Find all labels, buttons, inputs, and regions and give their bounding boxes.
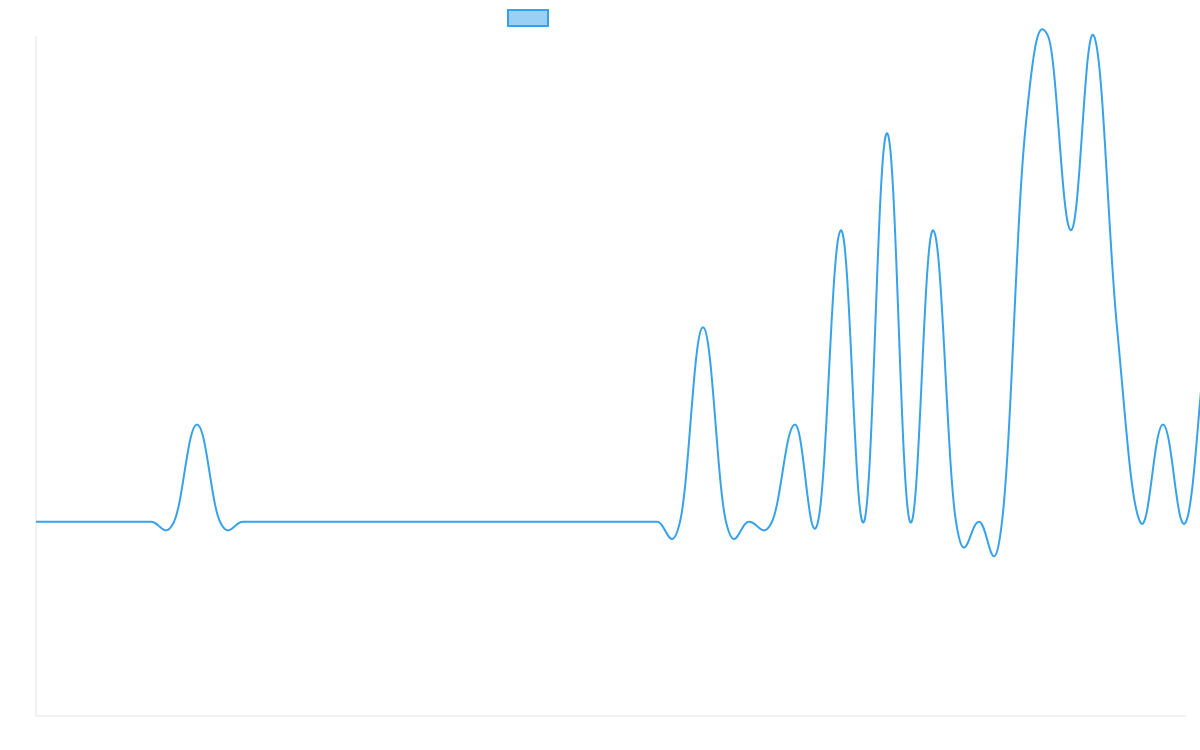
data-point[interactable] (1160, 422, 1166, 428)
data-point[interactable] (861, 519, 867, 525)
data-point[interactable] (493, 519, 499, 525)
data-point[interactable] (1068, 227, 1074, 233)
data-point[interactable] (1137, 519, 1143, 525)
data-point[interactable] (286, 519, 292, 525)
data-point[interactable] (470, 519, 476, 525)
data-point[interactable] (907, 519, 913, 525)
data-point[interactable] (999, 519, 1005, 525)
legend-swatch[interactable] (507, 9, 549, 27)
data-point[interactable] (79, 519, 85, 525)
data-point[interactable] (378, 519, 384, 525)
data-point[interactable] (125, 519, 131, 525)
data-point[interactable] (631, 519, 637, 525)
data-point[interactable] (263, 519, 269, 525)
data-point[interactable] (332, 519, 338, 525)
series-line-0 (35, 28, 1200, 558)
data-point[interactable] (654, 519, 660, 525)
data-point[interactable] (976, 519, 982, 525)
data-point[interactable] (194, 422, 200, 428)
data-point[interactable] (539, 519, 545, 525)
data-point[interactable] (1183, 519, 1189, 525)
data-point[interactable] (240, 519, 246, 525)
data-point[interactable] (401, 519, 407, 525)
data-point[interactable] (102, 519, 108, 525)
data-point[interactable] (1045, 33, 1051, 39)
data-point[interactable] (217, 519, 223, 525)
data-point[interactable] (447, 519, 453, 525)
data-point[interactable] (838, 227, 844, 233)
legend[interactable] (507, 9, 549, 27)
data-point[interactable] (516, 519, 522, 525)
data-point[interactable] (769, 519, 775, 525)
data-point[interactable] (1022, 130, 1028, 136)
data-point[interactable] (424, 519, 430, 525)
data-point[interactable] (585, 519, 591, 525)
data-point[interactable] (815, 519, 821, 525)
data-point[interactable] (355, 519, 361, 525)
data-point[interactable] (746, 519, 752, 525)
data-point[interactable] (700, 324, 706, 330)
data-point[interactable] (309, 519, 315, 525)
data-point[interactable] (1114, 324, 1120, 330)
data-point[interactable] (171, 519, 177, 525)
data-point[interactable] (723, 519, 729, 525)
axes (35, 36, 1186, 717)
series-layer (33, 28, 1200, 558)
data-point[interactable] (884, 130, 890, 136)
data-point[interactable] (608, 519, 614, 525)
data-point[interactable] (562, 519, 568, 525)
data-point[interactable] (148, 519, 154, 525)
data-point[interactable] (953, 519, 959, 525)
data-point[interactable] (56, 519, 62, 525)
data-point[interactable] (792, 422, 798, 428)
data-point[interactable] (677, 519, 683, 525)
data-point[interactable] (930, 227, 936, 233)
data-point[interactable] (33, 519, 39, 525)
data-point[interactable] (1091, 33, 1097, 39)
